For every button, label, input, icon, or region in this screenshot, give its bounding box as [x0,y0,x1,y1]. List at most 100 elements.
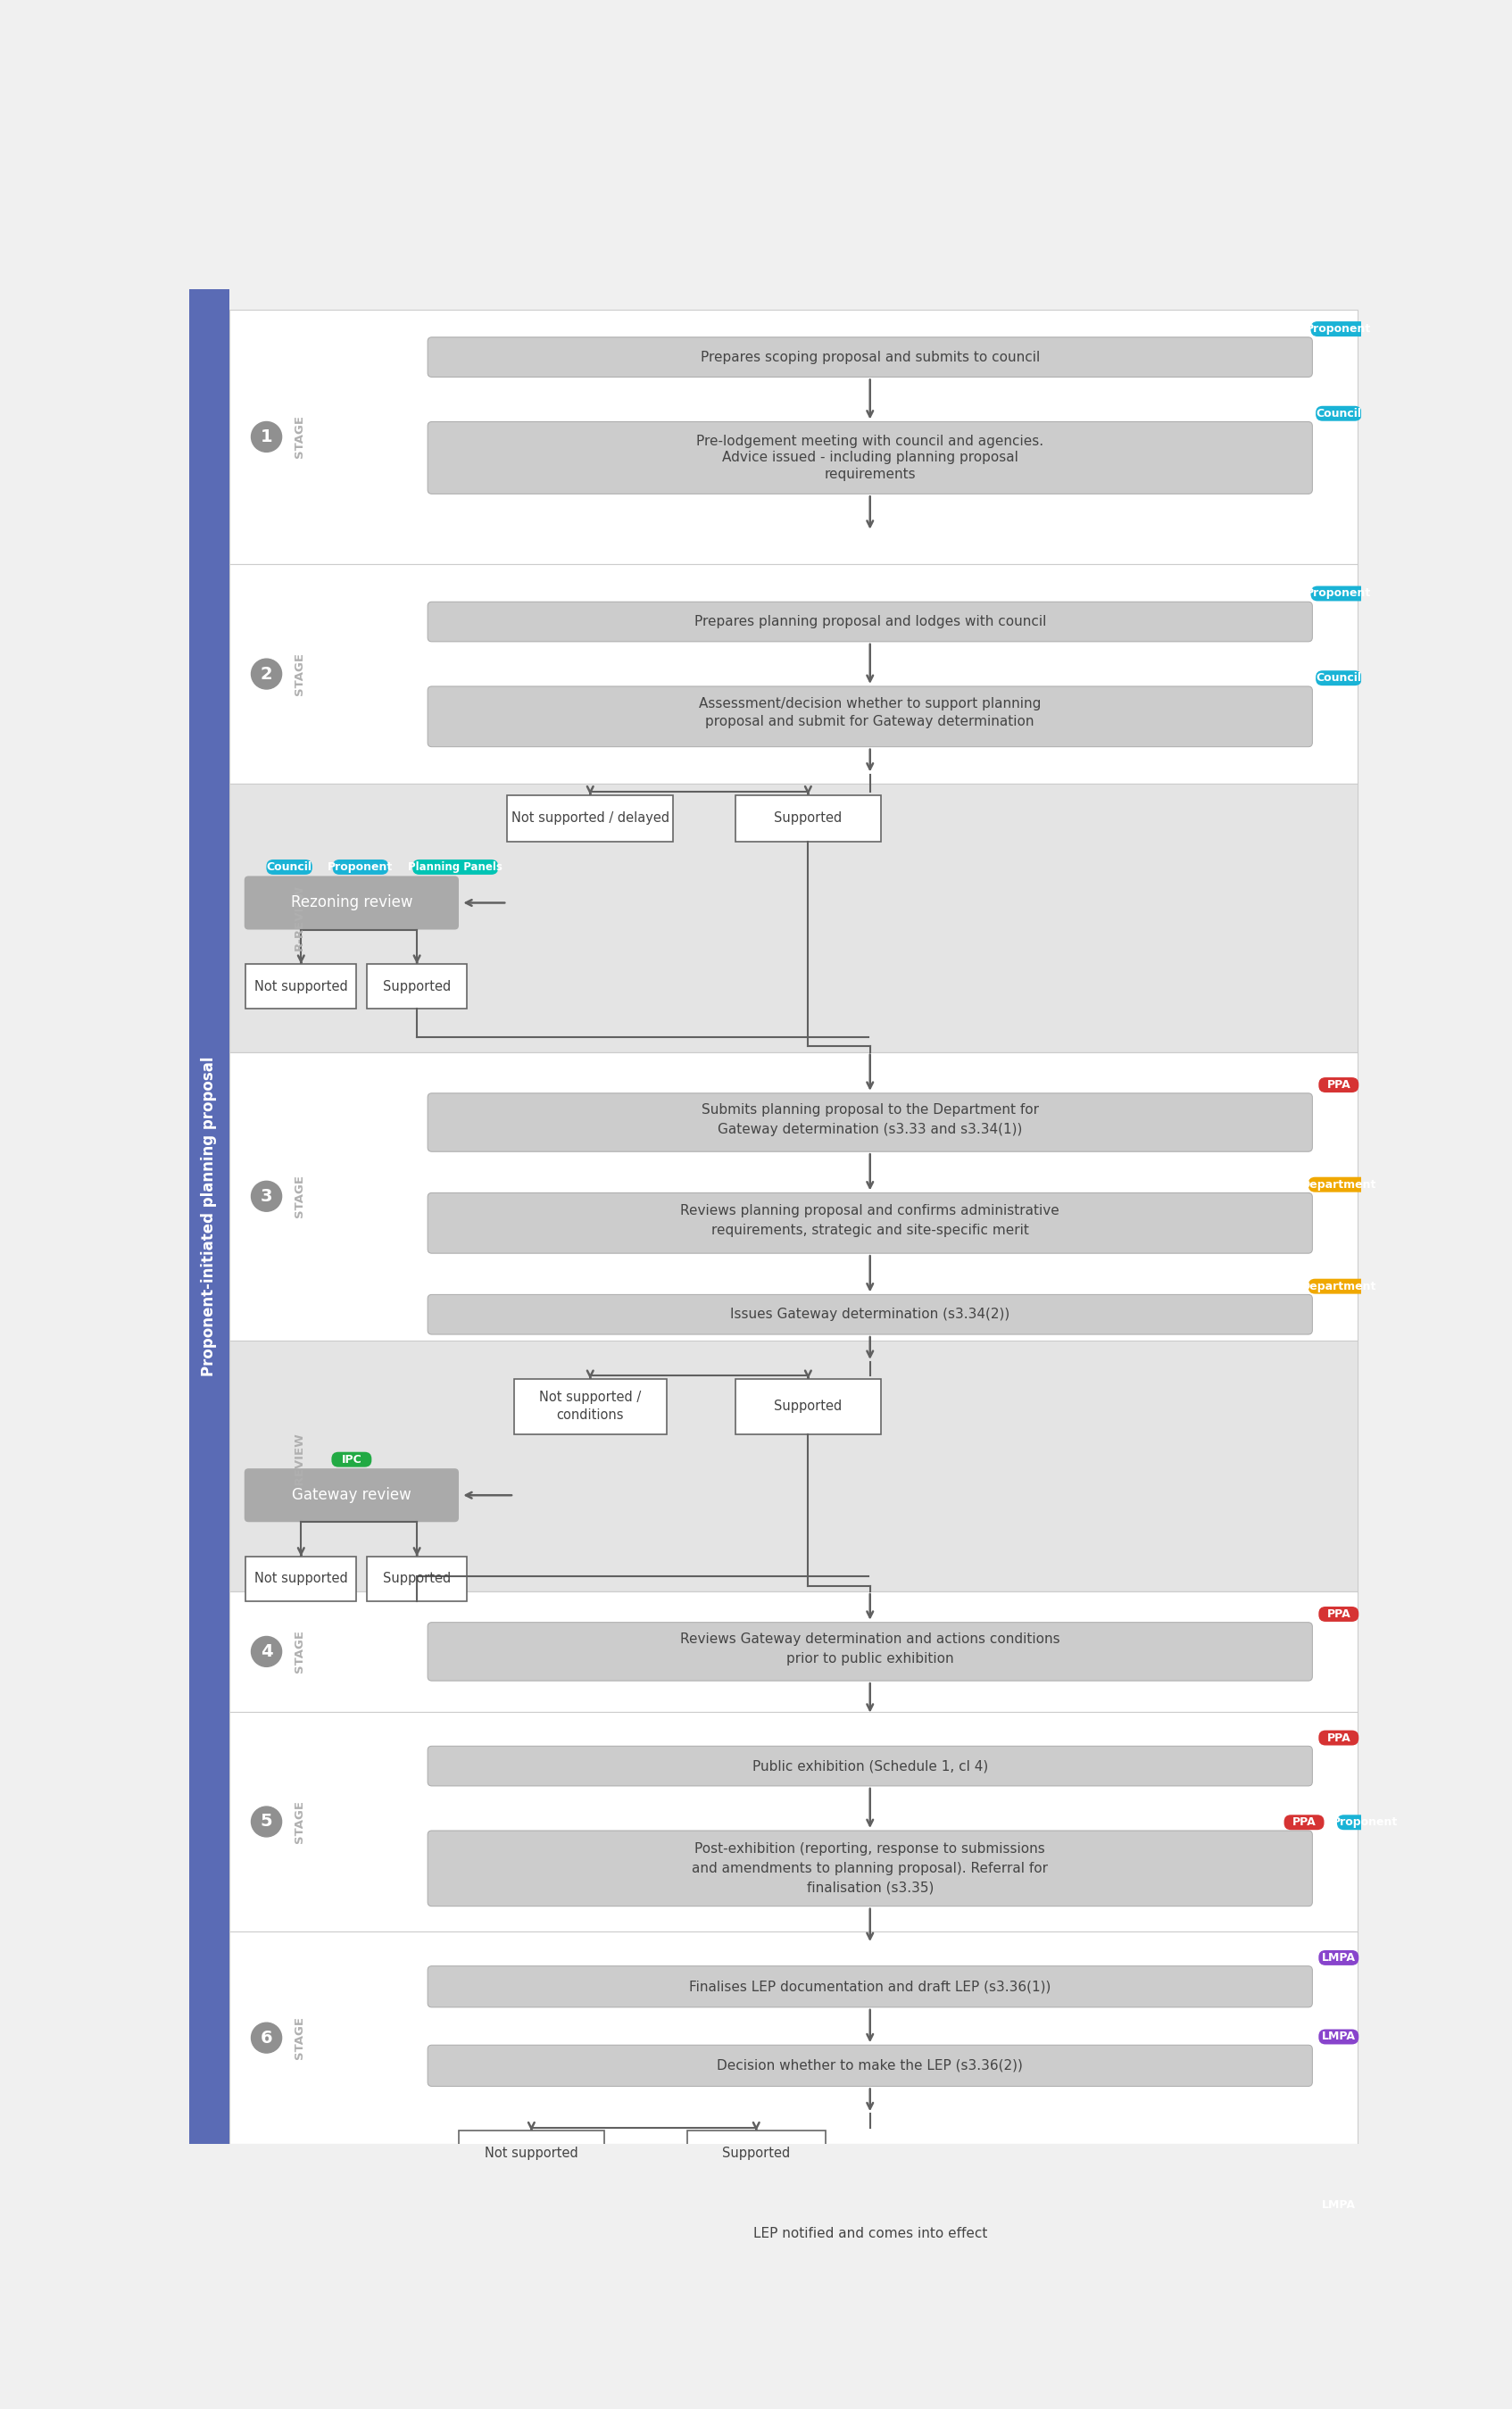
Bar [514,1378,667,1433]
Text: LMPA: LMPA [1321,2199,1356,2211]
Bar [246,964,357,1009]
Text: Proponent: Proponent [1306,323,1371,335]
FancyBboxPatch shape [1318,1077,1359,1094]
Text: STAGE: STAGE [293,653,305,696]
Text: Supported: Supported [383,980,451,993]
Text: requirements: requirements [824,467,916,482]
Text: Council: Council [266,862,311,872]
Text: Not supported: Not supported [485,2146,578,2161]
Text: Council: Council [1315,672,1361,684]
Text: Gateway review: Gateway review [292,1486,411,1503]
Text: Prepares planning proposal and lodges with council: Prepares planning proposal and lodges wi… [694,614,1046,629]
FancyBboxPatch shape [1311,320,1367,337]
FancyBboxPatch shape [428,1192,1312,1253]
FancyBboxPatch shape [428,337,1312,378]
Text: STAGE: STAGE [293,414,305,458]
Text: 5: 5 [260,1814,272,1831]
Text: 2: 2 [260,665,272,682]
Bar [230,1053,1358,1339]
Text: Prepares scoping proposal and submits to council: Prepares scoping proposal and submits to… [700,349,1040,364]
FancyBboxPatch shape [428,2214,1312,2255]
Text: Finalises LEP documentation and draft LEP (s3.36(1)): Finalises LEP documentation and draft LE… [689,1980,1051,1992]
FancyBboxPatch shape [1311,585,1367,602]
Circle shape [251,1807,281,1836]
Text: Gateway determination (s3.33 and s3.34(1)): Gateway determination (s3.33 and s3.34(1… [718,1123,1022,1137]
FancyBboxPatch shape [266,860,313,874]
FancyBboxPatch shape [1318,1607,1359,1621]
FancyBboxPatch shape [333,860,389,874]
Text: proposal and submit for Gateway determination: proposal and submit for Gateway determin… [706,715,1034,730]
Bar [686,2132,826,2175]
Text: Pre-lodgement meeting with council and agencies.: Pre-lodgement meeting with council and a… [697,434,1043,448]
FancyBboxPatch shape [428,602,1312,641]
Text: 3: 3 [260,1188,272,1204]
FancyBboxPatch shape [1318,2197,1359,2214]
Bar [230,1592,1358,1713]
Text: Supported: Supported [774,812,842,824]
FancyBboxPatch shape [428,1831,1312,1906]
FancyBboxPatch shape [1337,1814,1393,1831]
Text: Decision whether to make the LEP (s3.36(2)): Decision whether to make the LEP (s3.36(… [717,2060,1024,2072]
FancyBboxPatch shape [428,1094,1312,1152]
Circle shape [251,1636,281,1667]
Text: 6: 6 [260,2028,272,2045]
Text: and amendments to planning proposal). Referral for: and amendments to planning proposal). Re… [692,1862,1048,1874]
Text: Supported: Supported [774,1400,842,1414]
FancyBboxPatch shape [1315,670,1362,687]
Text: PPA: PPA [1326,1079,1350,1091]
Text: Not supported / delayed: Not supported / delayed [511,812,670,824]
Bar [367,964,467,1009]
FancyBboxPatch shape [1308,1279,1368,1294]
Bar [458,2132,603,2175]
Text: LMPA: LMPA [1321,1951,1356,1963]
FancyBboxPatch shape [1318,2028,1359,2045]
Text: Advice issued - including planning proposal: Advice issued - including planning propo… [721,450,1018,465]
Text: 1: 1 [260,429,272,446]
Text: Reviews planning proposal and confirms administrative: Reviews planning proposal and confirms a… [680,1204,1060,1217]
Text: Department: Department [1300,1178,1376,1190]
Text: STAGE: STAGE [293,1176,305,1217]
Text: conditions: conditions [556,1409,624,1421]
Text: finalisation (s3.35): finalisation (s3.35) [806,1881,933,1893]
Text: 4: 4 [260,1643,272,1660]
Text: Planning Panels: Planning Panels [408,862,502,872]
Text: Submits planning proposal to the Department for: Submits planning proposal to the Departm… [702,1103,1039,1118]
FancyBboxPatch shape [331,1453,372,1467]
FancyBboxPatch shape [428,422,1312,494]
Bar [230,311,1358,564]
Text: PPA: PPA [1326,1732,1350,1744]
Text: Issues Gateway determination (s3.34(2)): Issues Gateway determination (s3.34(2)) [730,1308,1010,1320]
Text: Post-exhibition (reporting, response to submissions: Post-exhibition (reporting, response to … [694,1843,1045,1855]
FancyBboxPatch shape [413,860,499,874]
Text: Proponent: Proponent [1332,1816,1397,1828]
Text: Rezoning review: Rezoning review [290,894,413,911]
FancyBboxPatch shape [428,687,1312,747]
Text: Public exhibition (Schedule 1, cl 4): Public exhibition (Schedule 1, cl 4) [751,1759,987,1773]
FancyBboxPatch shape [1318,1730,1359,1747]
FancyBboxPatch shape [245,1469,458,1522]
FancyBboxPatch shape [428,1747,1312,1785]
FancyBboxPatch shape [1318,1951,1359,1966]
Bar [507,795,673,841]
Bar [230,1339,1358,1592]
Bar [189,289,230,2144]
FancyBboxPatch shape [1308,1178,1368,1192]
Circle shape [251,1180,281,1212]
Bar [230,1932,1358,2144]
Text: Supported: Supported [723,2146,791,2161]
Text: Reviews Gateway determination and actions conditions: Reviews Gateway determination and action… [680,1633,1060,1645]
FancyBboxPatch shape [428,1966,1312,2007]
Bar [735,1378,880,1433]
FancyBboxPatch shape [428,2045,1312,2086]
FancyBboxPatch shape [1284,1814,1325,1831]
Circle shape [251,422,281,453]
Text: STAGE: STAGE [293,1800,305,1843]
Text: Not supported: Not supported [254,980,348,993]
Bar [735,795,880,841]
Circle shape [251,658,281,689]
Text: PPA: PPA [1293,1816,1315,1828]
Bar [230,783,1358,1053]
FancyBboxPatch shape [428,1621,1312,1681]
Text: Supported: Supported [383,1573,451,1585]
Text: Not supported: Not supported [254,1573,348,1585]
